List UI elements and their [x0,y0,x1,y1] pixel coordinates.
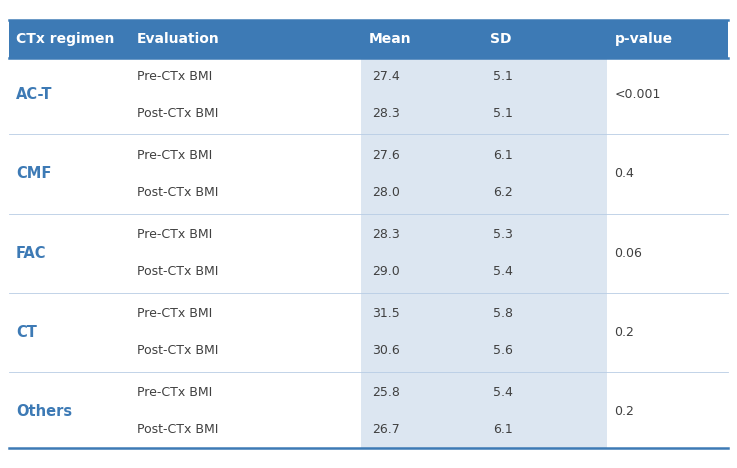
Text: 6.1: 6.1 [493,149,513,162]
Text: 27.4: 27.4 [372,70,400,83]
Text: Pre-CTx BMI: Pre-CTx BMI [137,387,212,399]
Text: 5.4: 5.4 [493,387,513,399]
Text: 31.5: 31.5 [372,307,400,320]
Text: Mean: Mean [368,32,411,46]
Text: 6.2: 6.2 [493,186,513,199]
Text: Pre-CTx BMI: Pre-CTx BMI [137,149,212,162]
Text: AC-T: AC-T [16,88,52,102]
Text: 5.8: 5.8 [493,307,513,320]
Text: Pre-CTx BMI: Pre-CTx BMI [137,228,212,241]
Text: 28.3: 28.3 [372,228,400,241]
Text: Post-CTx BMI: Post-CTx BMI [137,423,219,436]
Text: 5.6: 5.6 [493,344,513,357]
Text: Post-CTx BMI: Post-CTx BMI [137,186,219,199]
Text: 5.3: 5.3 [493,228,513,241]
Bar [482,20,607,448]
Text: CMF: CMF [16,167,52,182]
Text: 30.6: 30.6 [372,344,400,357]
Bar [361,20,482,448]
Text: Post-CTx BMI: Post-CTx BMI [137,107,219,120]
Text: CTx regimen: CTx regimen [16,32,114,46]
Text: 28.3: 28.3 [372,107,400,120]
Text: 5.4: 5.4 [493,265,513,278]
Bar [9,20,728,58]
Text: 0.2: 0.2 [615,405,635,418]
Text: CT: CT [16,325,37,340]
Text: 5.1: 5.1 [493,107,513,120]
Text: Others: Others [16,404,72,419]
Text: p-value: p-value [615,32,673,46]
Text: 29.0: 29.0 [372,265,400,278]
Text: 26.7: 26.7 [372,423,400,436]
Text: Pre-CTx BMI: Pre-CTx BMI [137,307,212,320]
Text: 28.0: 28.0 [372,186,400,199]
Text: Evaluation: Evaluation [137,32,220,46]
Text: 0.06: 0.06 [615,247,643,260]
Text: 25.8: 25.8 [372,387,400,399]
Text: FAC: FAC [16,246,46,261]
Text: Post-CTx BMI: Post-CTx BMI [137,344,219,357]
Text: 0.4: 0.4 [615,168,635,181]
Text: SD: SD [489,32,511,46]
Text: 6.1: 6.1 [493,423,513,436]
Text: 0.2: 0.2 [615,326,635,339]
Text: <0.001: <0.001 [615,88,661,102]
Text: Post-CTx BMI: Post-CTx BMI [137,265,219,278]
Text: 27.6: 27.6 [372,149,400,162]
Text: Pre-CTx BMI: Pre-CTx BMI [137,70,212,83]
Text: 5.1: 5.1 [493,70,513,83]
